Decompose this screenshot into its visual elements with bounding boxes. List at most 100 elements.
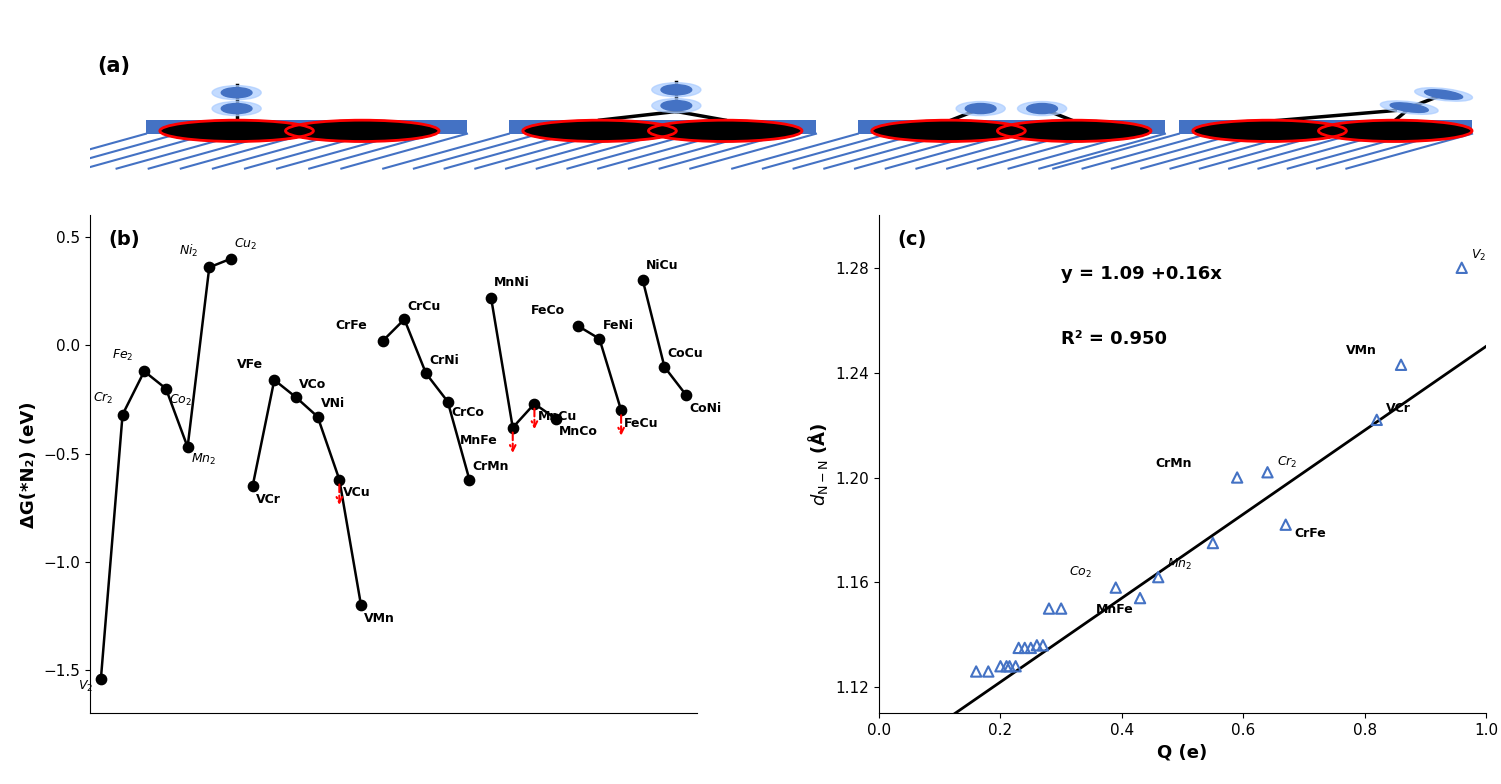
Ellipse shape xyxy=(221,103,252,114)
Point xyxy=(630,274,654,287)
Point xyxy=(964,666,988,678)
Text: FeCu: FeCu xyxy=(624,417,659,430)
Text: VMn: VMn xyxy=(365,612,395,625)
Text: $Cr_{2}$: $Cr_{2}$ xyxy=(1276,455,1297,470)
Text: R² = 0.950: R² = 0.950 xyxy=(1061,330,1168,348)
Text: VFe: VFe xyxy=(237,358,264,372)
Point xyxy=(1225,471,1249,484)
Y-axis label: ΔG(*N₂) (eV): ΔG(*N₂) (eV) xyxy=(20,401,38,528)
Point xyxy=(989,660,1013,673)
Text: $Mn_{2}$: $Mn_{2}$ xyxy=(1168,557,1193,572)
Point xyxy=(1255,466,1279,478)
Ellipse shape xyxy=(1424,89,1462,100)
Circle shape xyxy=(998,120,1151,141)
Text: $Ni_{2}$: $Ni_{2}$ xyxy=(179,242,198,259)
Text: VCr: VCr xyxy=(255,492,281,506)
Text: $Mn_{2}$: $Mn_{2}$ xyxy=(191,452,216,466)
Point xyxy=(1013,641,1037,654)
Point xyxy=(350,599,374,612)
Ellipse shape xyxy=(651,99,701,113)
Text: CrMn: CrMn xyxy=(473,460,509,473)
Point xyxy=(653,361,677,373)
Ellipse shape xyxy=(212,101,261,115)
Ellipse shape xyxy=(1390,103,1429,112)
Text: CoCu: CoCu xyxy=(668,347,704,361)
Circle shape xyxy=(161,120,314,141)
Circle shape xyxy=(522,120,677,141)
Point xyxy=(1388,358,1412,371)
Point xyxy=(219,252,243,265)
Point xyxy=(674,389,698,401)
Point xyxy=(998,660,1022,673)
FancyBboxPatch shape xyxy=(146,120,467,134)
Point xyxy=(1274,518,1298,531)
Point xyxy=(89,673,113,685)
Text: CrCu: CrCu xyxy=(408,299,441,313)
Text: VMn: VMn xyxy=(1346,344,1376,357)
Text: VCu: VCu xyxy=(342,486,371,499)
FancyBboxPatch shape xyxy=(509,120,817,134)
Circle shape xyxy=(1193,120,1346,141)
Text: $Cr_{2}$: $Cr_{2}$ xyxy=(93,391,114,406)
Point xyxy=(1004,660,1028,673)
Text: MnFe: MnFe xyxy=(1096,604,1133,616)
Text: y = 1.09 +0.16x: y = 1.09 +0.16x xyxy=(1061,265,1222,283)
Point xyxy=(132,365,156,378)
FancyBboxPatch shape xyxy=(859,120,1165,134)
Text: FeCo: FeCo xyxy=(531,304,564,318)
Text: (c): (c) xyxy=(898,230,926,249)
Ellipse shape xyxy=(1415,88,1472,101)
Circle shape xyxy=(285,120,440,141)
Ellipse shape xyxy=(212,85,261,100)
Text: $Co_{2}$: $Co_{2}$ xyxy=(1069,564,1091,579)
Text: $V_{2}$: $V_{2}$ xyxy=(1471,248,1486,263)
Text: CoNi: CoNi xyxy=(689,401,722,415)
Text: $V_{2}$: $V_{2}$ xyxy=(78,679,93,694)
Point xyxy=(1007,641,1031,654)
Ellipse shape xyxy=(965,103,997,114)
Text: CrMn: CrMn xyxy=(1156,456,1192,470)
Ellipse shape xyxy=(1018,101,1067,115)
Point xyxy=(1201,537,1225,550)
Point xyxy=(435,395,459,408)
Text: $Fe_{2}$: $Fe_{2}$ xyxy=(113,347,134,363)
Point xyxy=(240,480,264,492)
Ellipse shape xyxy=(1381,101,1438,114)
Point xyxy=(306,411,330,423)
Text: $Cu_{2}$: $Cu_{2}$ xyxy=(234,237,258,252)
Text: VCo: VCo xyxy=(299,378,327,390)
Point xyxy=(371,335,395,347)
X-axis label: Q (e): Q (e) xyxy=(1157,744,1208,762)
Text: CrNi: CrNi xyxy=(429,354,459,367)
Circle shape xyxy=(648,120,802,141)
Text: NiCu: NiCu xyxy=(645,259,678,272)
Circle shape xyxy=(1318,120,1472,141)
Point xyxy=(1025,639,1049,652)
Point xyxy=(566,320,590,332)
Text: (a): (a) xyxy=(98,56,131,76)
Text: (b): (b) xyxy=(108,230,140,249)
Point xyxy=(543,412,567,425)
Ellipse shape xyxy=(956,101,1006,115)
Point xyxy=(501,421,525,434)
Circle shape xyxy=(872,120,1025,141)
Text: FeNi: FeNi xyxy=(603,319,633,332)
Point xyxy=(1364,414,1388,426)
Point xyxy=(458,474,482,486)
Point xyxy=(1450,262,1474,274)
Point xyxy=(609,404,633,416)
Text: VCr: VCr xyxy=(1385,401,1411,415)
Ellipse shape xyxy=(1027,103,1057,114)
Point xyxy=(1103,582,1127,594)
Y-axis label: $d_\mathrm{N-N}$ (Å): $d_\mathrm{N-N}$ (Å) xyxy=(806,423,830,506)
Text: VNi: VNi xyxy=(321,397,345,410)
Point xyxy=(111,408,135,421)
Point xyxy=(155,383,179,395)
Point xyxy=(976,666,1000,678)
Text: MnNi: MnNi xyxy=(494,276,530,289)
Point xyxy=(1049,602,1073,615)
Text: $Co_{2}$: $Co_{2}$ xyxy=(170,393,192,408)
Text: MnFe: MnFe xyxy=(459,434,497,447)
Point xyxy=(414,367,438,379)
FancyBboxPatch shape xyxy=(1178,120,1472,134)
